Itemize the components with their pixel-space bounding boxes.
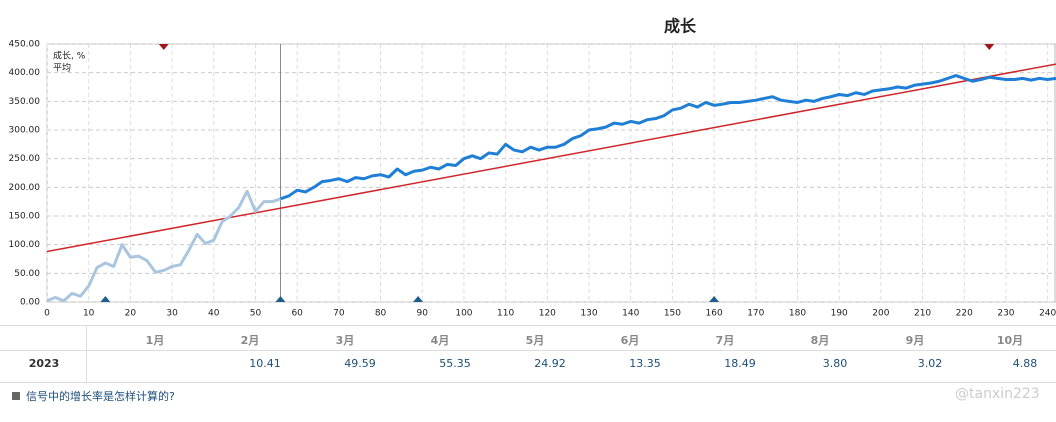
table-cell: 3.02 — [917, 357, 943, 370]
y-tick-label: 50.00 — [14, 269, 40, 279]
legend-entry: 平均 — [53, 62, 71, 74]
y-tick-label: 450.00 — [9, 40, 41, 50]
x-tick-label: 40 — [208, 309, 220, 319]
table-cell: 10月 — [996, 334, 1024, 347]
x-tick-label: 100 — [455, 309, 472, 319]
y-tick-label: 350.00 — [9, 97, 41, 107]
y-tick-label: 200.00 — [9, 183, 41, 193]
x-tick-label: 160 — [706, 309, 723, 319]
event-marker — [709, 296, 720, 302]
table-divider — [0, 350, 1056, 351]
x-tick-label: 210 — [914, 309, 931, 319]
expand-icon — [12, 392, 20, 400]
x-tick-label: 140 — [622, 309, 639, 319]
series-line — [46, 189, 281, 303]
x-tick-label: 240 — [1039, 309, 1056, 319]
legend-entry: 成长, % — [53, 50, 86, 62]
x-tick-label: 190 — [831, 309, 848, 319]
monthly-table: 1月 2月 3月 4月 5月 6月 7月 8月 9月 10月 2023 10.41 49.59 55.35… — [0, 325, 1056, 383]
x-tick-label: 150 — [664, 309, 681, 319]
event-marker — [413, 296, 424, 302]
table-cell: 24.92 — [534, 357, 566, 370]
table-cell: 6月 — [620, 334, 640, 347]
x-tick-label: 200 — [872, 309, 889, 319]
table-cell: 1月 — [145, 334, 165, 347]
table-cell: 10.41 — [249, 357, 281, 370]
x-tick-label: 130 — [580, 309, 597, 319]
x-tick-label: 170 — [747, 309, 764, 319]
x-tick-label: 110 — [497, 309, 514, 319]
x-tick-label: 50 — [250, 309, 262, 319]
event-marker — [275, 296, 286, 302]
table-cell: 49.59 — [344, 357, 376, 370]
table-cell: 5月 — [525, 334, 545, 347]
event-marker — [984, 44, 995, 50]
table-cell: 7月 — [715, 334, 735, 347]
x-tick-label: 20 — [125, 309, 137, 319]
table-divider — [86, 326, 87, 382]
table-cell: 4月 — [430, 334, 450, 347]
help-text[interactable]: 信号中的增长率是怎样计算的? — [26, 390, 175, 403]
table-cell: 2月 — [240, 334, 260, 347]
table-cell: 3月 — [335, 334, 355, 347]
series-line — [280, 74, 1056, 201]
chart-title: 成长 — [664, 17, 697, 36]
x-tick-label: 60 — [291, 309, 303, 319]
chart: 成长 0.00 50.00 100.00 150.00 200.00 250.00 300.… — [9, 17, 1056, 319]
x-tick-label: 120 — [539, 309, 556, 319]
table-cell: 4.88 — [1012, 357, 1038, 370]
x-tick-label: 230 — [997, 309, 1014, 319]
x-tick-label: 0 — [44, 309, 50, 319]
y-tick-label: 400.00 — [9, 68, 41, 78]
x-tick-label: 220 — [956, 309, 973, 319]
plot-frame — [46, 43, 1056, 303]
y-tick-label: 300.00 — [9, 126, 41, 136]
table-cell: 18.49 — [724, 357, 756, 370]
x-tick-label: 90 — [417, 309, 429, 319]
x-tick-label: 10 — [83, 309, 95, 319]
y-tick-label: 250.00 — [9, 154, 41, 164]
table-cell: 55.35 — [439, 357, 471, 370]
watermark: @tanxin223 — [955, 386, 1040, 402]
event-marker — [158, 44, 169, 50]
x-tick-label: 180 — [789, 309, 806, 319]
x-tick-label: 70 — [333, 309, 345, 319]
x-tick-label: 80 — [375, 309, 387, 319]
table-cell: 2023 — [28, 357, 60, 370]
table-cell: 8月 — [810, 334, 830, 347]
y-tick-label: 0.00 — [20, 298, 40, 308]
table-cell: 3.80 — [822, 357, 848, 370]
y-tick-label: 100.00 — [9, 240, 41, 250]
x-tick-label: 30 — [166, 309, 178, 319]
y-tick-label: 150.00 — [9, 212, 41, 222]
table-cell: 13.35 — [629, 357, 661, 370]
series-line — [46, 63, 1056, 253]
event-marker — [100, 296, 111, 302]
help-link[interactable]: 信号中的增长率是怎样计算的? — [12, 388, 175, 404]
table-cell: 9月 — [905, 334, 925, 347]
